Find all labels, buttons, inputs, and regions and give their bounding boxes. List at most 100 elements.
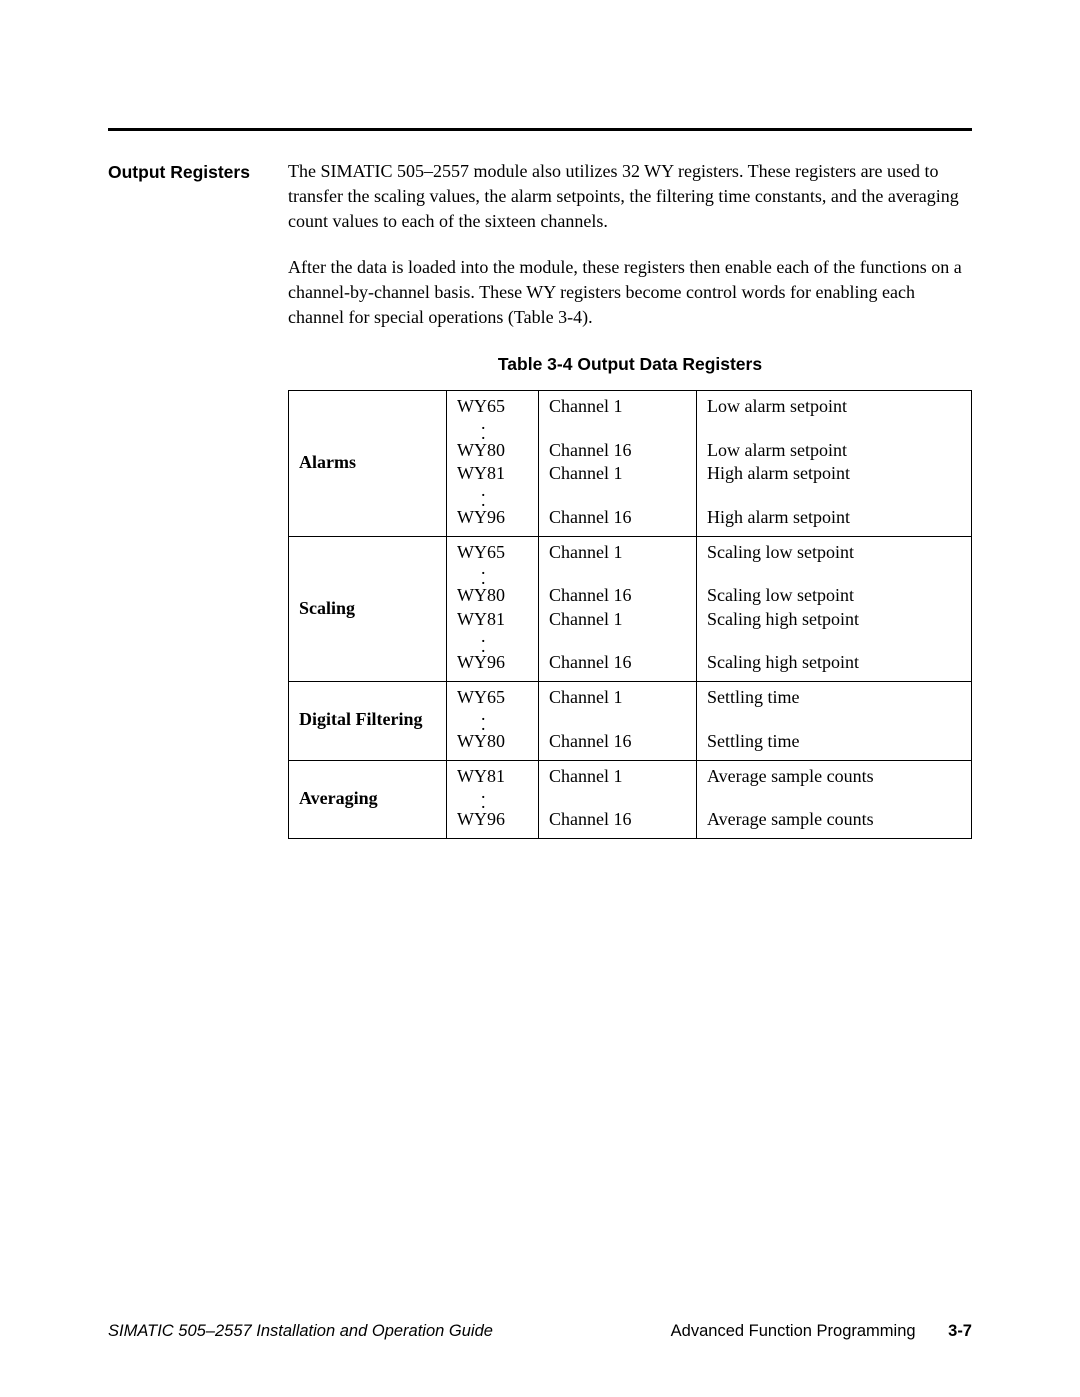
page-footer: SIMATIC 505–2557 Installation and Operat… [108,1322,972,1341]
description-value: Average sample counts [707,765,961,789]
ellipsis-spacer [707,429,961,439]
description-value: Scaling low setpoint [707,541,961,565]
ellipsis-dot: . [457,429,528,439]
channel-value: Channel 16 [549,584,686,608]
description-cell: Average sample counts Average sample cou… [697,760,972,838]
ellipsis-spacer [549,564,686,574]
channel-value: Channel 16 [549,439,686,463]
ellipsis-spacer [707,419,961,429]
channel-value: Channel 1 [549,541,686,565]
ellipsis-spacer [549,720,686,730]
register-value: WY81 [457,462,528,486]
description-value: Low alarm setpoint [707,395,961,419]
ellipsis-dot: . [457,710,528,720]
channel-cell: Channel 1 Channel 16 [539,682,697,760]
ellipsis-spacer [549,429,686,439]
register-value: WY96 [457,651,528,675]
ellipsis-spacer [707,720,961,730]
table-row: Digital FilteringWY65..WY80Channel 1 Cha… [289,682,972,760]
ellipsis-dot: . [457,798,528,808]
description-value: Settling time [707,730,961,754]
table-row: AlarmsWY65..WY80WY81..WY96Channel 1 Chan… [289,391,972,537]
ellipsis-dot: . [457,642,528,652]
description-value: Average sample counts [707,808,961,832]
register-value: WY81 [457,608,528,632]
description-value: High alarm setpoint [707,506,961,530]
ellipsis-dot: . [457,564,528,574]
category-cell: Digital Filtering [289,682,447,760]
channel-cell: Channel 1 Channel 16 [539,760,697,838]
description-value: Scaling high setpoint [707,651,961,675]
description-value: Scaling low setpoint [707,584,961,608]
register-value: WY96 [457,808,528,832]
ellipsis-dot: . [457,788,528,798]
ellipsis-dot: . [457,496,528,506]
ellipsis-spacer [707,632,961,642]
channel-value: Channel 1 [549,462,686,486]
ellipsis-dot: . [457,720,528,730]
paragraph-2: After the data is loaded into the module… [288,255,972,329]
footer-right: Advanced Function Programming 3-7 [671,1322,972,1341]
register-value: WY96 [457,506,528,530]
category-cell: Scaling [289,536,447,682]
register-value: WY81 [457,765,528,789]
ellipsis-spacer [549,574,686,584]
ellipsis-spacer [549,496,686,506]
ellipsis-dot: . [457,632,528,642]
ellipsis-spacer [707,564,961,574]
register-value: WY65 [457,686,528,710]
paragraph-1: The SIMATIC 505–2557 module also utilize… [288,159,972,233]
channel-value: Channel 1 [549,765,686,789]
ellipsis-spacer [707,642,961,652]
output-registers-table: AlarmsWY65..WY80WY81..WY96Channel 1 Chan… [288,390,972,839]
ellipsis-dot: . [457,419,528,429]
footer-page-number: 3-7 [948,1322,972,1340]
register-cell: WY65..WY80WY81..WY96 [447,536,539,682]
ellipsis-spacer [549,486,686,496]
description-cell: Low alarm setpoint Low alarm setpoint Hig… [697,391,972,537]
register-cell: WY65..WY80WY81..WY96 [447,391,539,537]
ellipsis-spacer [707,710,961,720]
ellipsis-spacer [549,710,686,720]
side-heading: Output Registers [108,159,266,185]
channel-value: Channel 16 [549,651,686,675]
ellipsis-spacer [549,419,686,429]
ellipsis-spacer [549,798,686,808]
channel-value: Channel 16 [549,808,686,832]
description-value: Settling time [707,686,961,710]
ellipsis-spacer [549,788,686,798]
register-value: WY65 [457,395,528,419]
footer-doc-title: SIMATIC 505–2557 Installation and Operat… [108,1322,493,1341]
body-column: The SIMATIC 505–2557 module also utilize… [288,159,972,839]
category-cell: Alarms [289,391,447,537]
ellipsis-dot: . [457,486,528,496]
ellipsis-spacer [707,496,961,506]
table-caption: Table 3-4 Output Data Registers [288,352,972,376]
category-cell: Averaging [289,760,447,838]
register-value: WY80 [457,584,528,608]
description-value: Scaling high setpoint [707,608,961,632]
channel-value: Channel 16 [549,730,686,754]
channel-cell: Channel 1 Channel 16Channel 1 Channel 16 [539,536,697,682]
channel-value: Channel 1 [549,608,686,632]
ellipsis-spacer [707,798,961,808]
register-value: WY80 [457,439,528,463]
description-cell: Settling time Settling time [697,682,972,760]
ellipsis-spacer [707,486,961,496]
ellipsis-spacer [707,574,961,584]
footer-chapter-title: Advanced Function Programming [671,1322,916,1340]
ellipsis-spacer [549,632,686,642]
top-rule [108,128,972,131]
page: Output Registers The SIMATIC 505–2557 mo… [0,0,1080,1397]
channel-value: Channel 1 [549,686,686,710]
description-value: Low alarm setpoint [707,439,961,463]
register-value: WY80 [457,730,528,754]
description-cell: Scaling low setpoint Scaling low setpoin… [697,536,972,682]
register-cell: WY65..WY80 [447,682,539,760]
ellipsis-spacer [707,788,961,798]
register-value: WY65 [457,541,528,565]
table-row: ScalingWY65..WY80WY81..WY96Channel 1 Cha… [289,536,972,682]
channel-cell: Channel 1 Channel 16Channel 1 Channel 16 [539,391,697,537]
ellipsis-dot: . [457,574,528,584]
channel-value: Channel 16 [549,506,686,530]
